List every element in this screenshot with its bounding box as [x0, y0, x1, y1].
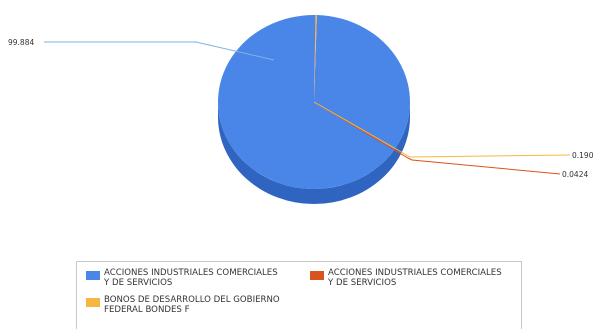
legend-item-2[interactable]: ACCIONES INDUSTRIALES COMERCIALES Y DE S… [310, 268, 502, 288]
data-labels: 99.884 0.0424 0.190 [8, 38, 594, 179]
pie-side [218, 102, 410, 204]
legend-label-1: ACCIONES INDUSTRIALES COMERCIALES Y DE S… [104, 268, 278, 288]
pie-slice[interactable] [314, 15, 317, 102]
chart-legend: ACCIONES INDUSTRIALES COMERCIALES Y DE S… [76, 261, 522, 329]
leader-line [44, 41, 275, 61]
leader-line [313, 101, 561, 175]
pie-slice[interactable] [217, 14, 410, 189]
legend-swatch-3 [86, 298, 100, 307]
legend-label-2: ACCIONES INDUSTRIALES COMERCIALES Y DE S… [328, 268, 502, 288]
legend-swatch-1 [86, 271, 100, 280]
data-label: 0.190 [572, 151, 594, 160]
pie-slice[interactable] [314, 15, 316, 102]
legend-label-3: BONOS DE DESARROLLO DEL GOBIERNO FEDERAL… [104, 295, 280, 315]
data-label: 0.0424 [562, 170, 588, 179]
data-label: 99.884 [8, 38, 34, 47]
legend-item-1[interactable]: ACCIONES INDUSTRIALES COMERCIALES Y DE S… [86, 268, 278, 288]
legend-item-3[interactable]: BONOS DE DESARROLLO DEL GOBIERNO FEDERAL… [86, 295, 280, 315]
legend-swatch-2 [310, 271, 324, 280]
pie-group [217, 14, 410, 204]
leader-line [313, 101, 571, 158]
